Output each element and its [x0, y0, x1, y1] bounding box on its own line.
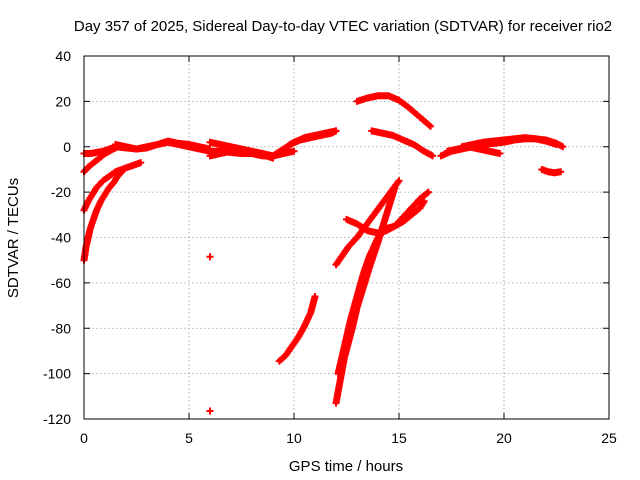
data-point: [496, 150, 504, 158]
data-point: [137, 159, 145, 167]
series-arc-17: [368, 127, 437, 160]
series-arc-3: [80, 159, 145, 214]
y-tick-label: 40: [55, 48, 71, 64]
grid-lines: [84, 56, 609, 419]
data-point: [206, 407, 214, 415]
y-tick-label: -100: [43, 366, 71, 382]
data-point: [424, 188, 432, 196]
data-point: [559, 143, 567, 151]
data-point: [290, 147, 298, 155]
x-tick-label: 20: [496, 430, 512, 446]
x-tick-label: 15: [391, 430, 407, 446]
y-tick-label: 20: [55, 93, 71, 109]
series-arc-21: [538, 165, 565, 177]
series-arc-11: [275, 292, 319, 365]
data-point: [206, 253, 214, 261]
x-tick-label: 0: [80, 430, 88, 446]
x-axis-label: GPS time / hours: [289, 458, 403, 475]
data-point: [206, 145, 214, 153]
y-tick-label: -40: [51, 230, 71, 246]
series-arc-15: [343, 188, 432, 237]
y-tick-label: -20: [51, 184, 71, 200]
data-point: [395, 177, 403, 185]
data-point: [427, 122, 434, 130]
data-point: [429, 152, 437, 160]
plot-frame: [83, 55, 610, 420]
y-tick-label: -80: [51, 320, 71, 336]
data-point: [118, 168, 126, 176]
data-points: [80, 92, 567, 415]
chart-title: Day 357 of 2025, Sidereal Day-to-day VTE…: [74, 18, 612, 35]
series-arc-8: [206, 147, 277, 162]
data-point: [332, 127, 340, 135]
y-tick-label: -60: [51, 275, 71, 291]
axis-ticks: 0 5 10 15 20 25 -120 -100 -80 -60 -40 -20 0 20 40: [43, 48, 617, 446]
data-point: [553, 140, 560, 148]
y-axis-label: SDTVAR / TECUs: [5, 178, 22, 298]
series-arc-20: [443, 143, 504, 158]
series-arc-6: [112, 137, 214, 153]
series-isolated: [206, 253, 214, 415]
series-arc-10: [286, 127, 340, 148]
series-arc-16: [353, 92, 434, 130]
y-tick-label: -120: [43, 411, 71, 427]
data-point: [557, 168, 565, 176]
x-tick-label: 25: [601, 430, 617, 446]
y-tick-label: 0: [63, 139, 71, 155]
x-tick-label: 10: [286, 430, 302, 446]
x-tick-label: 5: [185, 430, 193, 446]
data-point: [311, 292, 319, 300]
data-point: [117, 169, 125, 177]
